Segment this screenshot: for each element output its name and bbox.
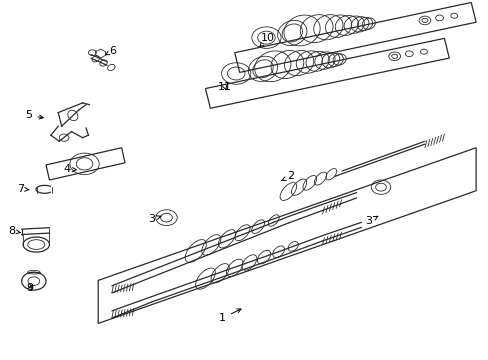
Text: 5: 5 xyxy=(25,111,43,121)
Text: 10: 10 xyxy=(259,33,274,46)
Text: 9: 9 xyxy=(26,283,34,293)
Text: 4: 4 xyxy=(63,164,76,174)
Text: 8: 8 xyxy=(8,226,20,236)
Text: 3: 3 xyxy=(365,216,377,226)
Text: 2: 2 xyxy=(281,171,294,181)
Text: 7: 7 xyxy=(17,184,29,194)
Text: 3: 3 xyxy=(148,215,161,224)
Text: 6: 6 xyxy=(105,46,116,56)
Text: 1: 1 xyxy=(219,309,241,323)
Text: 11: 11 xyxy=(218,82,231,92)
